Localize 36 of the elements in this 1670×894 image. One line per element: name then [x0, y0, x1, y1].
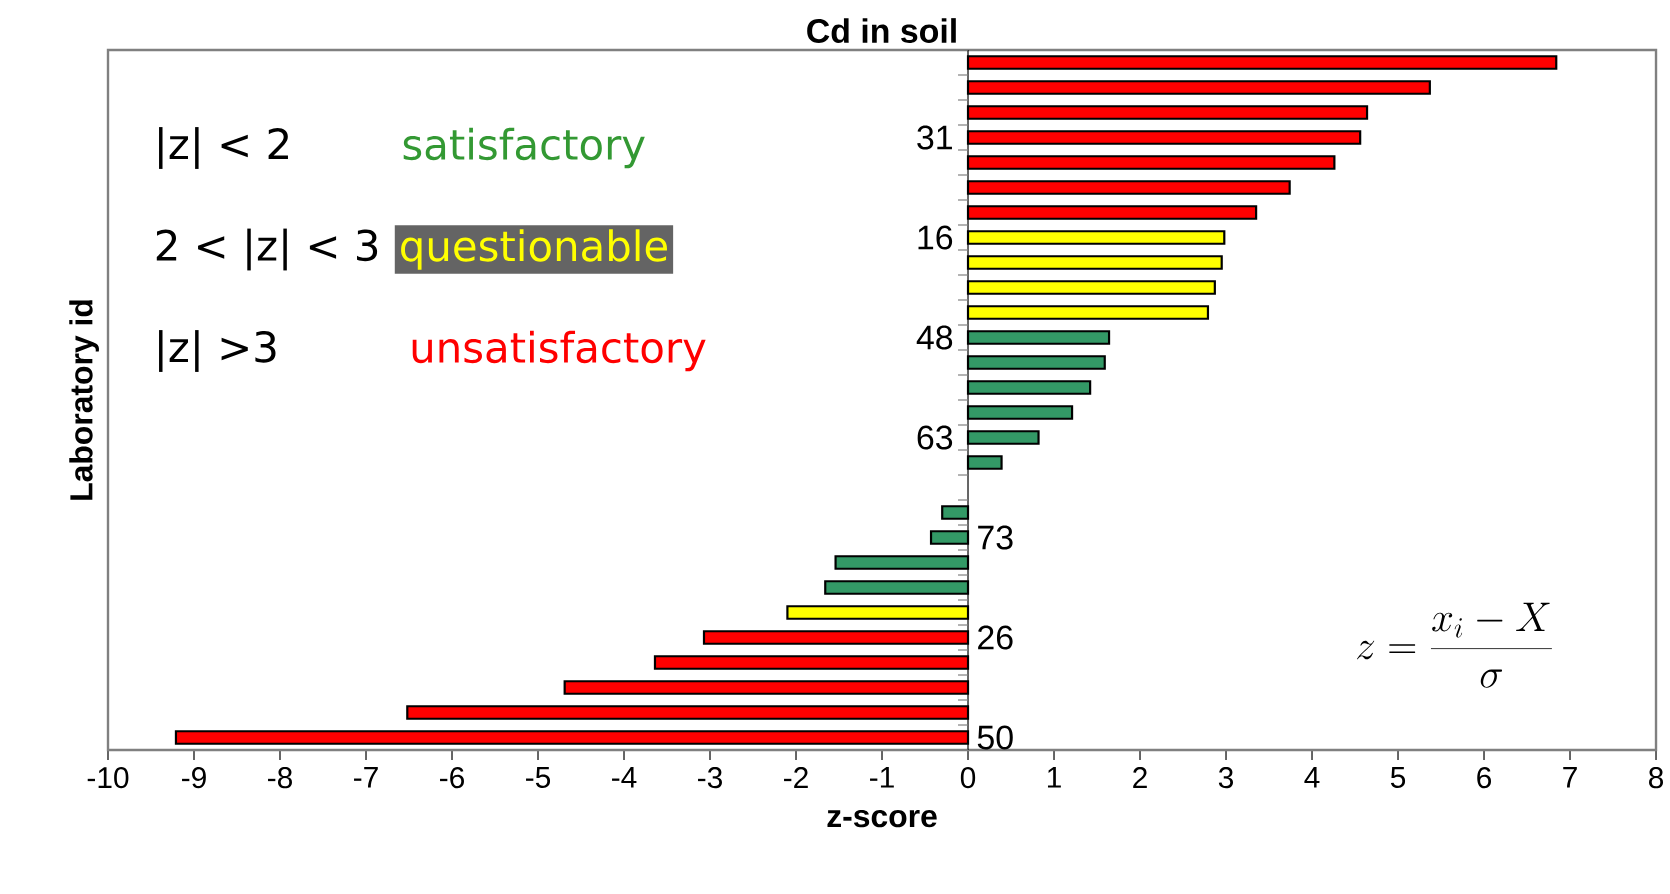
x-tick-label: -3 [698, 767, 722, 789]
chart-title: Cd in soil [807, 18, 956, 44]
y-tick-label: 73 [978, 525, 1013, 550]
x-tick-label: -8 [268, 767, 292, 789]
x-tick-label: 6 [1477, 767, 1492, 789]
annotation: |z| >3 [159, 330, 276, 372]
x-tick-label: -4 [612, 767, 637, 788]
y-tick-label: 50 [977, 725, 1013, 750]
x-tick-label: 4 [1304, 767, 1320, 788]
x-tick-label: -9 [182, 767, 206, 789]
x-tick-label: 8 [1649, 767, 1664, 789]
x-tick-label: 5 [1390, 767, 1406, 788]
x-tick-label: -5 [526, 767, 551, 788]
x-tick-label: -10 [87, 767, 129, 789]
x-tick-label: -1 [870, 767, 894, 788]
y-axis-title: Laboratory id [69, 300, 99, 500]
y-tick-label: 16 [918, 225, 953, 250]
x-axis-title: z-score [827, 809, 937, 828]
x-tick-label: 1 [1047, 767, 1061, 788]
y-tick-label: 48 [916, 325, 953, 350]
y-tick-label: 63 [917, 425, 953, 450]
x-tick-label: -7 [354, 767, 378, 788]
annotation: satisfactory [403, 127, 645, 169]
x-tick-label: -6 [440, 767, 464, 789]
x-tick-label: 0 [960, 767, 976, 789]
annotation: $z = \frac{x_i - X}{\sigma}$ [1357, 602, 1552, 688]
annotation: |z| < 2 [159, 127, 288, 169]
y-tick-label: 31 [917, 125, 952, 150]
y-tick-label: 26 [978, 625, 1013, 650]
annotation: unsatisfactory [412, 330, 706, 372]
annotation: questionable [401, 229, 667, 270]
annotation: 2 < |z| < 3 [156, 228, 378, 271]
x-tick-label: 3 [1218, 767, 1234, 789]
x-tick-label: 2 [1133, 767, 1147, 788]
x-tick-label: -2 [784, 767, 808, 788]
x-tick-label: 7 [1563, 767, 1577, 788]
